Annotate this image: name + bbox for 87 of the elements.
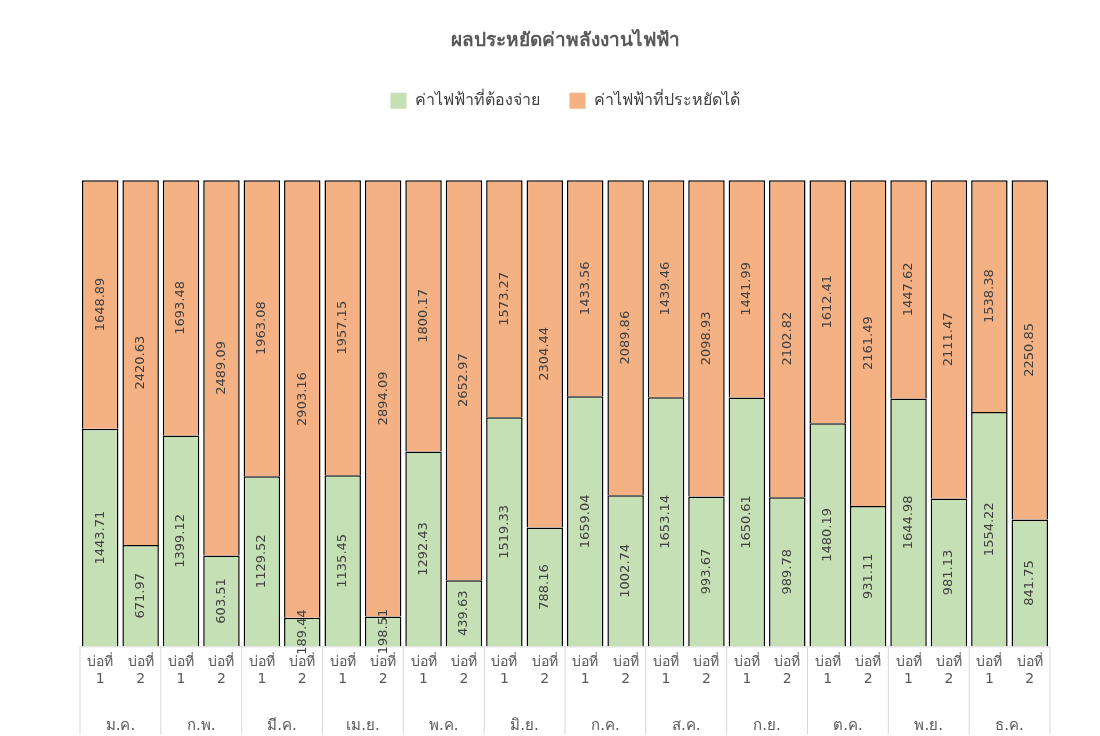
text: มี.ค. (267, 716, 297, 735)
x-tick-label: บ่อที่ 1 (329, 652, 356, 687)
data-label: 2894.09 (374, 371, 390, 426)
x-tick-label: บ่อที่ 1 (572, 652, 599, 687)
x-tick-label: บ่อที่ 1 (248, 652, 275, 687)
data-label: 1693.48 (172, 280, 188, 335)
data-label: 2903.16 (293, 372, 309, 426)
text: พ.ค. (428, 716, 459, 735)
data-label: 2489.09 (212, 340, 228, 395)
data-label: 993.67 (697, 548, 713, 595)
text: ก.ค. (591, 716, 620, 735)
data-label: 189.44 (293, 609, 309, 655)
text: มิ.ย. (510, 716, 539, 735)
data-label: 841.75 (1021, 560, 1037, 606)
x-tick-label: บ่อที่ 2 (531, 652, 558, 687)
data-label: 1002.74 (617, 543, 632, 598)
data-label: 2089.86 (617, 310, 632, 365)
data-label: 2652.97 (455, 353, 471, 408)
x-tick-label: บ่อที่ 1 (976, 652, 1003, 687)
data-label: 788.16 (536, 564, 552, 610)
x-tick-label: บ่อที่ 2 (127, 652, 154, 687)
text: ส.ค. (671, 716, 701, 735)
x-tick-label: บ่อที่ 2 (693, 652, 720, 687)
data-label: 2161.49 (859, 316, 875, 371)
text: พ.ย. (914, 716, 944, 735)
data-label: 1644.98 (899, 495, 915, 550)
x-tick-label: บ่อที่ 2 (1016, 652, 1043, 687)
data-label: 2420.63 (132, 335, 147, 390)
x-tick-label: บ่อที่ 2 (935, 652, 962, 687)
chart-title: ผลประหยัดค่าพลังงานไฟฟ้า (450, 28, 680, 51)
text: เม.ย. (346, 716, 380, 735)
data-label: 1439.46 (657, 261, 673, 316)
x-tick-label: บ่อที่ 1 (733, 652, 760, 687)
data-label: 1129.52 (253, 534, 269, 589)
x-tick-label: บ่อที่ 1 (814, 652, 841, 687)
x-tick-label: บ่อที่ 1 (491, 652, 518, 687)
x-tick-label: บ่อที่ 1 (895, 652, 922, 687)
data-label: 1399.12 (172, 514, 188, 568)
data-label: 1659.04 (576, 494, 592, 549)
data-label: 1519.33 (495, 505, 511, 559)
x-tick-label: บ่อที่ 2 (370, 652, 397, 687)
data-label: 1963.08 (253, 301, 269, 356)
x-tick-label: บ่อที่ 2 (208, 652, 235, 687)
data-label: 439.63 (455, 590, 471, 637)
data-label: 1433.56 (576, 261, 592, 316)
data-label: 2098.93 (697, 311, 713, 366)
legend-label: ค่าไฟฟ้าที่ต้องจ่าย (414, 87, 540, 109)
data-label: 671.97 (132, 573, 147, 619)
x-tick-label: บ่อที่ 2 (855, 652, 882, 687)
data-label: 1554.22 (980, 502, 996, 557)
data-label: 1441.99 (738, 262, 754, 316)
legend-label: ค่าไฟฟ้าที่ประหยัดได้ (593, 87, 740, 109)
data-label: 981.13 (940, 549, 956, 596)
data-label: 989.78 (778, 549, 794, 595)
data-label: 1538.38 (980, 269, 996, 324)
data-label: 2111.47 (940, 312, 956, 367)
data-label: 1573.27 (495, 271, 511, 326)
data-label: 1800.17 (414, 289, 430, 343)
data-label: 1443.71 (91, 510, 107, 565)
text: ม.ค. (105, 716, 136, 735)
x-tick-label: บ่อที่ 2 (450, 652, 477, 687)
data-label: 1957.15 (334, 300, 350, 355)
x-tick-label: บ่อที่ 2 (774, 652, 801, 687)
data-label: 198.51 (374, 608, 390, 655)
text: ก.ย. (753, 716, 781, 735)
x-tick-label: บ่อที่ 1 (168, 652, 195, 687)
data-label: 2304.44 (536, 327, 552, 381)
data-label: 1653.14 (657, 494, 673, 549)
text: ธ.ค. (995, 716, 1024, 735)
x-tick-label: บ่อที่ 2 (289, 652, 316, 687)
data-label: 1650.61 (738, 495, 754, 549)
x-tick-label: บ่อที่ 1 (653, 652, 680, 687)
text: ก.พ. (186, 716, 216, 735)
x-tick-label: บ่อที่ 1 (87, 652, 114, 687)
data-label: 1135.45 (334, 533, 350, 588)
data-label: 1612.41 (819, 274, 835, 329)
data-label: 1648.89 (91, 277, 107, 332)
x-tick-label: บ่อที่ 1 (410, 652, 437, 687)
data-label: 1447.62 (899, 262, 915, 317)
data-label: 603.51 (212, 578, 228, 624)
data-label: 1292.43 (414, 522, 430, 576)
data-label: 2102.82 (778, 311, 794, 366)
data-label: 2250.85 (1021, 322, 1037, 377)
x-tick-label: บ่อที่ 2 (612, 652, 639, 687)
text: ต.ค. (833, 716, 863, 735)
data-label: 931.11 (859, 553, 875, 599)
data-label: 1480.19 (819, 507, 835, 562)
